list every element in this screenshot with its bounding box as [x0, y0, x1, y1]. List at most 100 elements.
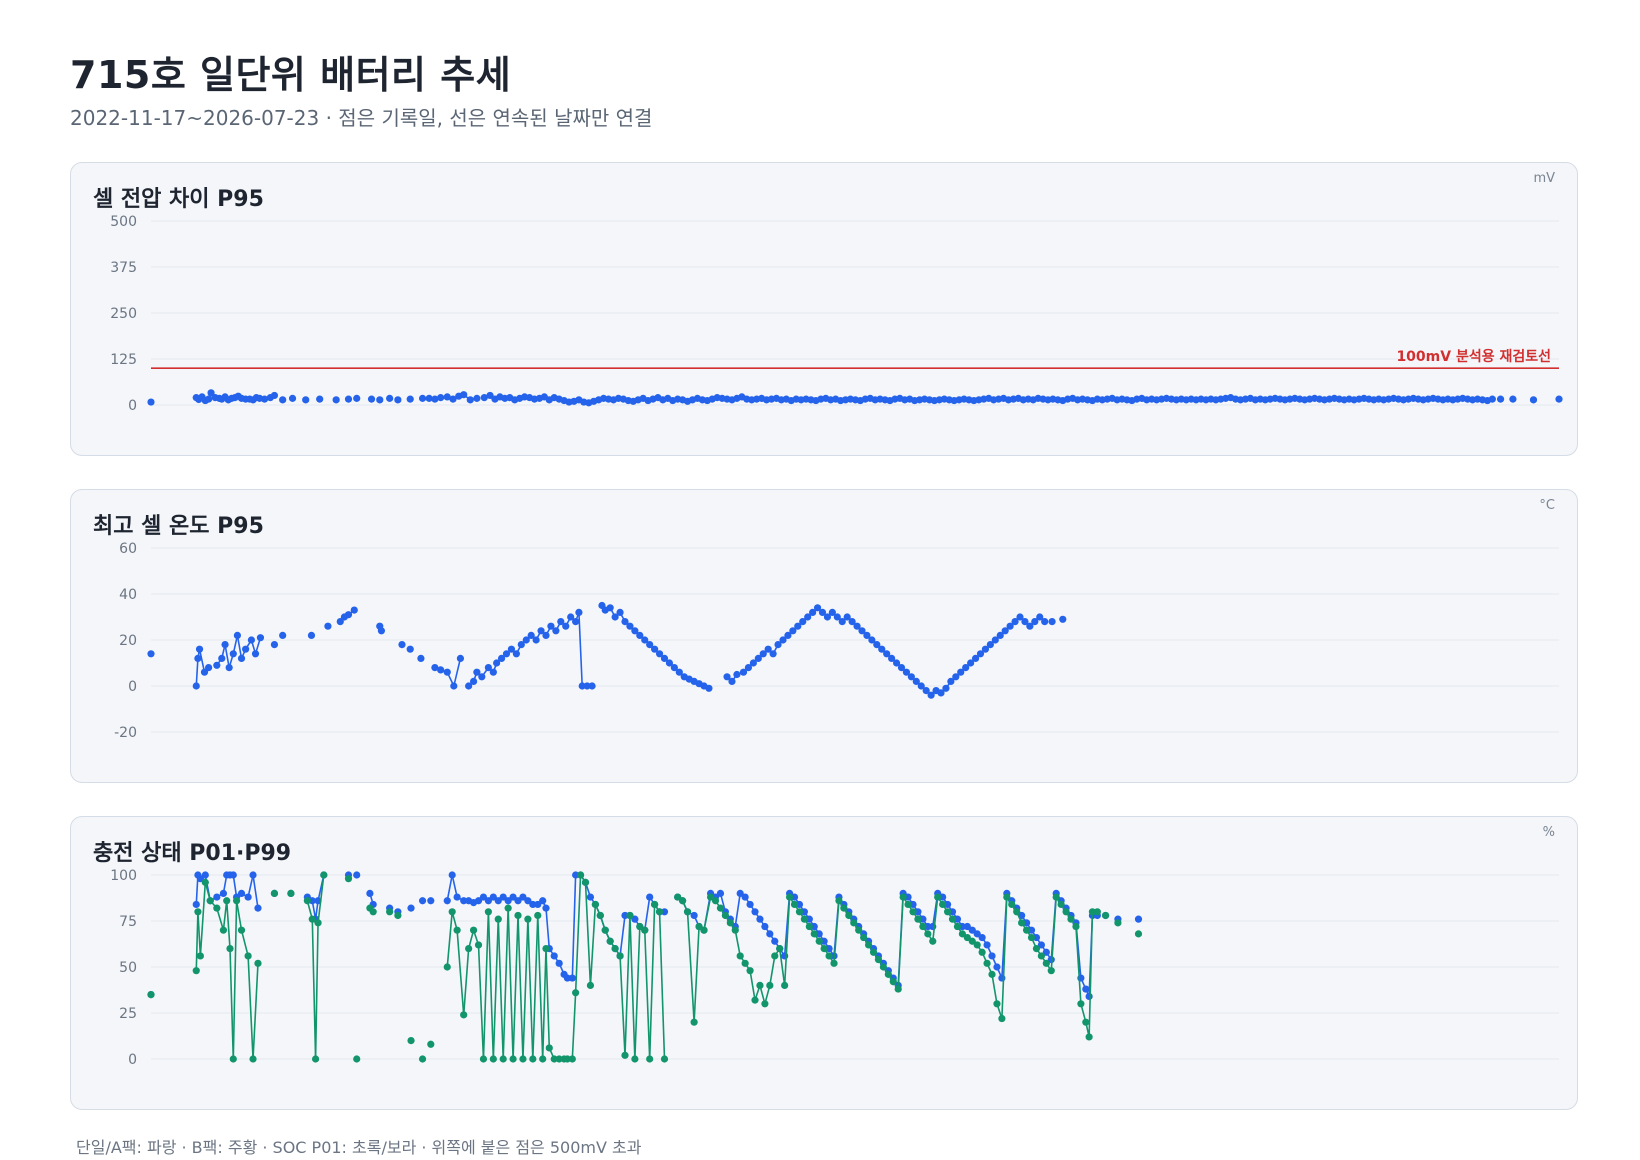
data-point [700, 926, 708, 934]
data-point [232, 897, 241, 905]
data-point [655, 650, 664, 658]
data-point [840, 904, 848, 912]
data-point [201, 878, 209, 886]
data-point [848, 618, 856, 626]
data-point [316, 395, 324, 403]
data-point [398, 641, 406, 649]
data-point [332, 396, 340, 404]
data-point [771, 937, 779, 945]
data-point [1013, 908, 1021, 916]
series-segment [453, 658, 462, 687]
data-point [473, 394, 481, 402]
data-point [790, 893, 799, 901]
data-point [968, 926, 976, 934]
data-point [1529, 396, 1538, 404]
data-point [756, 981, 764, 989]
data-point [636, 631, 644, 639]
data-point [572, 989, 580, 997]
data-point [1016, 613, 1024, 621]
data-point [874, 956, 883, 964]
series-segment [634, 926, 641, 1060]
series-segment [492, 919, 500, 1060]
data-point [1496, 395, 1505, 403]
data-point [858, 627, 866, 635]
data-point [962, 664, 970, 672]
data-point [616, 952, 624, 960]
series-segment [703, 896, 712, 931]
data-point [646, 641, 654, 649]
series-segment [229, 948, 235, 1060]
data-point [270, 391, 279, 400]
data-point [769, 650, 777, 658]
data-point [207, 389, 215, 397]
data-point [320, 871, 328, 879]
data-point [431, 395, 439, 403]
data-point [660, 654, 669, 662]
data-point [983, 941, 991, 949]
series-segment [517, 915, 524, 1060]
data-point [998, 1014, 1006, 1023]
series-segment [252, 963, 259, 1060]
series-segment [734, 930, 741, 957]
series-segment [991, 974, 998, 1004]
data-point [902, 668, 911, 676]
data-point [927, 691, 935, 699]
data-point [586, 893, 595, 901]
data-point [805, 922, 813, 931]
data-point [237, 654, 246, 662]
data-point [474, 897, 483, 905]
data-point [567, 613, 575, 621]
data-point [815, 937, 823, 945]
data-point [196, 952, 204, 960]
data-point [723, 673, 731, 681]
data-point [287, 889, 295, 897]
data-point [542, 904, 550, 912]
data-point [789, 627, 797, 635]
data-point [892, 659, 901, 667]
data-point [196, 875, 204, 883]
data-point [904, 900, 912, 909]
data-point [336, 618, 344, 626]
data-point [784, 631, 792, 639]
data-point [519, 1055, 527, 1063]
data-point [377, 627, 386, 635]
series-segment [216, 907, 225, 931]
data-point [878, 645, 886, 653]
series-segment [571, 874, 577, 979]
data-point [532, 636, 540, 644]
data-point [194, 908, 202, 916]
series-segment [643, 930, 651, 1060]
data-point [820, 945, 828, 953]
data-point [646, 1055, 654, 1063]
data-point [147, 650, 155, 658]
data-point [213, 893, 221, 901]
data-point [971, 654, 980, 662]
data-point [973, 930, 981, 938]
data-point [537, 627, 545, 635]
series-segment [462, 948, 470, 1015]
data-point [448, 908, 456, 916]
series-segment [1001, 897, 1008, 1019]
data-point [1082, 1018, 1090, 1026]
data-point [751, 996, 759, 1004]
data-point [251, 650, 260, 658]
data-point [958, 930, 966, 938]
data-point [229, 650, 237, 658]
data-point [494, 915, 502, 923]
series-segment [783, 897, 791, 986]
data-point [739, 668, 748, 676]
series-segment [778, 948, 786, 986]
data-point [226, 945, 234, 953]
data-point [576, 871, 585, 879]
voltage-chart-title: 셀 전압 차이 P95 [93, 187, 264, 212]
series-segment [693, 926, 700, 1023]
data-point [431, 664, 439, 672]
data-point [1008, 900, 1016, 909]
series-segment [199, 882, 207, 957]
data-point [279, 396, 287, 404]
data-point [823, 613, 832, 621]
y-tick-label: 500 [110, 214, 137, 230]
series-segment [897, 897, 904, 990]
data-point [953, 915, 962, 923]
data-point [665, 659, 674, 667]
